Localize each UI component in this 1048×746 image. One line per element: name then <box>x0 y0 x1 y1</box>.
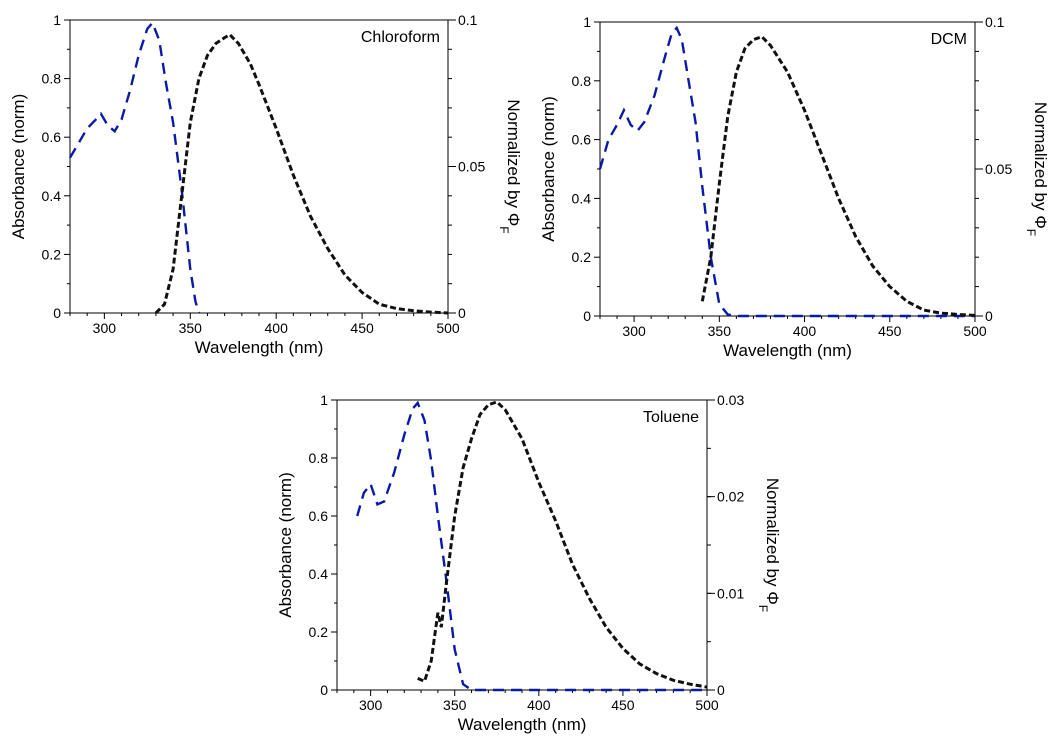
y-tick-label: 0.8 <box>42 71 62 87</box>
absorbance-series-line <box>356 400 707 692</box>
y2-tick-label: 0 <box>717 682 725 698</box>
y-tick-label: 0.4 <box>309 566 329 582</box>
y2-tick-label: 0.05 <box>458 159 485 175</box>
y-tick-label: 0 <box>583 308 591 324</box>
x-tick-label: 450 <box>350 320 374 336</box>
y2-axis-label-subscript: F <box>1024 229 1038 236</box>
y-tick-label: 0.6 <box>309 508 329 524</box>
chart-panel-toluene: 300 350 400 450 50000.20.40.60.8100.010.020.… <box>276 392 782 734</box>
x-axis-label: Wavelength (nm) <box>458 715 587 734</box>
chart-panel-dcm: 300 350 400 450 50000.20.40.60.8100.050.1Wav… <box>539 14 1048 360</box>
y-tick-label: 1 <box>53 12 61 28</box>
x-tick-label: 500 <box>436 320 460 336</box>
y2-tick-label: 0.02 <box>717 489 744 505</box>
x-tick-label: 450 <box>878 323 902 339</box>
y-tick-label: 0.8 <box>309 450 329 466</box>
chart-panel-chloroform: 300 350 400 450 50000.20.40.60.8100.050.1Wav… <box>9 12 523 357</box>
panel-title: DCM <box>931 31 967 48</box>
y-tick-label: 0.8 <box>572 73 592 89</box>
y2-axis-label-subscript: F <box>756 605 770 612</box>
x-tick-label: 300 <box>93 320 117 336</box>
y2-tick-label: 0.1 <box>985 14 1005 30</box>
x-tick-label: 350 <box>179 320 203 336</box>
absorbance-series-line <box>68 20 201 314</box>
y2-axis-label-subscript: F <box>497 226 511 233</box>
x-tick-label: 400 <box>527 697 551 713</box>
x-tick-label: 400 <box>265 320 289 336</box>
x-tick-label: 300 <box>622 323 646 339</box>
y-tick-label: 0.6 <box>42 129 62 145</box>
y-tick-label: 0.2 <box>309 624 329 640</box>
x-axis-label: Wavelength (nm) <box>723 341 852 360</box>
y-axis-label: Absorbance (norm) <box>276 472 295 618</box>
x-tick-label: 500 <box>963 323 987 339</box>
x-tick-label: 300 <box>359 697 383 713</box>
y2-axis-label-main: Normalized by Φ <box>1031 102 1048 229</box>
x-axis-label: Wavelength (nm) <box>195 338 324 357</box>
x-tick-label: 350 <box>708 323 732 339</box>
y-axis-label: Absorbance (norm) <box>539 96 558 242</box>
fluorescence-series-line <box>417 400 708 689</box>
plot-frame <box>599 21 976 317</box>
y-tick-label: 0.2 <box>42 246 62 262</box>
y2-axis-label: Normalized by ΦF <box>756 478 782 612</box>
y-tick-label: 0 <box>53 305 61 321</box>
y-tick-label: 0.2 <box>572 249 592 265</box>
y2-axis-label: Normalized by ΦF <box>1024 102 1048 236</box>
y-tick-label: 1 <box>320 392 328 408</box>
y2-tick-label: 0.03 <box>717 392 744 408</box>
y2-axis-label-main: Normalized by Φ <box>504 99 523 226</box>
plot-frame <box>336 399 708 691</box>
y-tick-label: 0.6 <box>572 132 592 148</box>
y2-tick-label: 0 <box>985 308 993 324</box>
y-tick-label: 0.4 <box>572 190 592 206</box>
y-axis-label: Absorbance (norm) <box>9 94 28 240</box>
panel-title: Toluene <box>643 409 699 426</box>
y-tick-label: 0.4 <box>42 188 62 204</box>
fluorescence-series-line <box>700 34 976 317</box>
y2-tick-label: 0 <box>458 305 466 321</box>
plot-frame <box>69 19 449 314</box>
x-tick-label: 400 <box>793 323 817 339</box>
y-tick-label: 1 <box>583 14 591 30</box>
y2-axis-label: Normalized by ΦF <box>497 99 523 233</box>
y-tick-label: 0 <box>320 682 328 698</box>
x-tick-label: 350 <box>443 697 467 713</box>
fluorescence-series-line <box>154 32 449 315</box>
absorbance-series-line <box>598 25 975 318</box>
x-tick-label: 450 <box>611 697 635 713</box>
y2-tick-label: 0.05 <box>985 161 1012 177</box>
y2-tick-label: 0.1 <box>458 12 478 28</box>
panel-title: Chloroform <box>361 29 440 46</box>
y2-tick-label: 0.01 <box>717 585 744 601</box>
y2-axis-label-main: Normalized by Φ <box>763 478 782 605</box>
x-tick-label: 500 <box>695 697 719 713</box>
